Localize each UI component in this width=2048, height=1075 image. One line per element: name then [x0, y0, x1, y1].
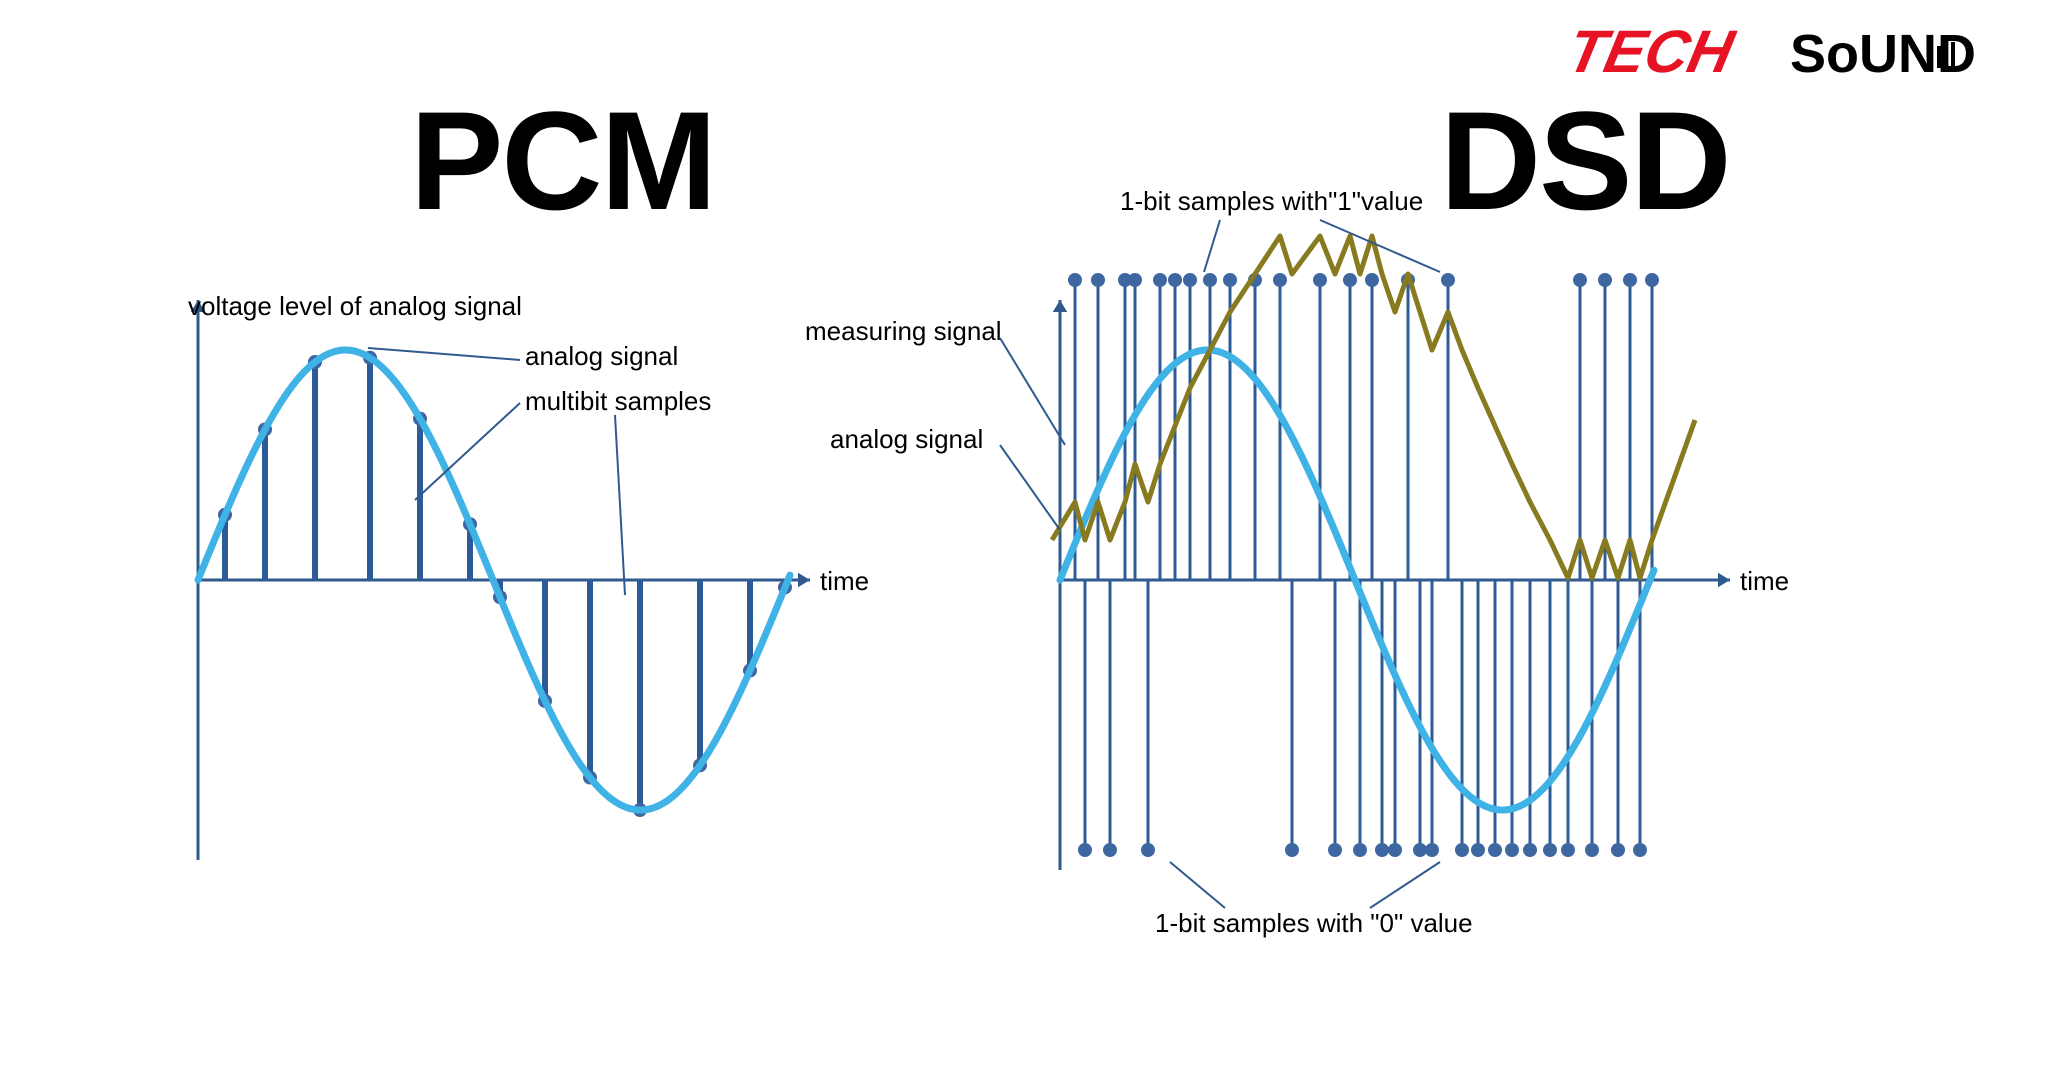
chart-svg: timevoltage level of analog signalanalog… — [0, 0, 2048, 1075]
svg-text:analog signal: analog signal — [525, 341, 678, 371]
svg-text:voltage level of analog signal: voltage level of analog signal — [188, 291, 522, 321]
svg-text:1-bit samples with "0" value: 1-bit samples with "0" value — [1155, 908, 1473, 938]
svg-text:multibit samples: multibit samples — [525, 386, 711, 416]
svg-text:1-bit samples with"1"value: 1-bit samples with"1"value — [1120, 186, 1423, 216]
svg-text:time: time — [820, 566, 869, 596]
diagram-root: TECH SoUND PCM DSD timevoltage level of … — [0, 0, 2048, 1075]
svg-text:measuring signal: measuring signal — [805, 316, 1002, 346]
svg-text:time: time — [1740, 566, 1789, 596]
svg-text:analog signal: analog signal — [830, 424, 983, 454]
